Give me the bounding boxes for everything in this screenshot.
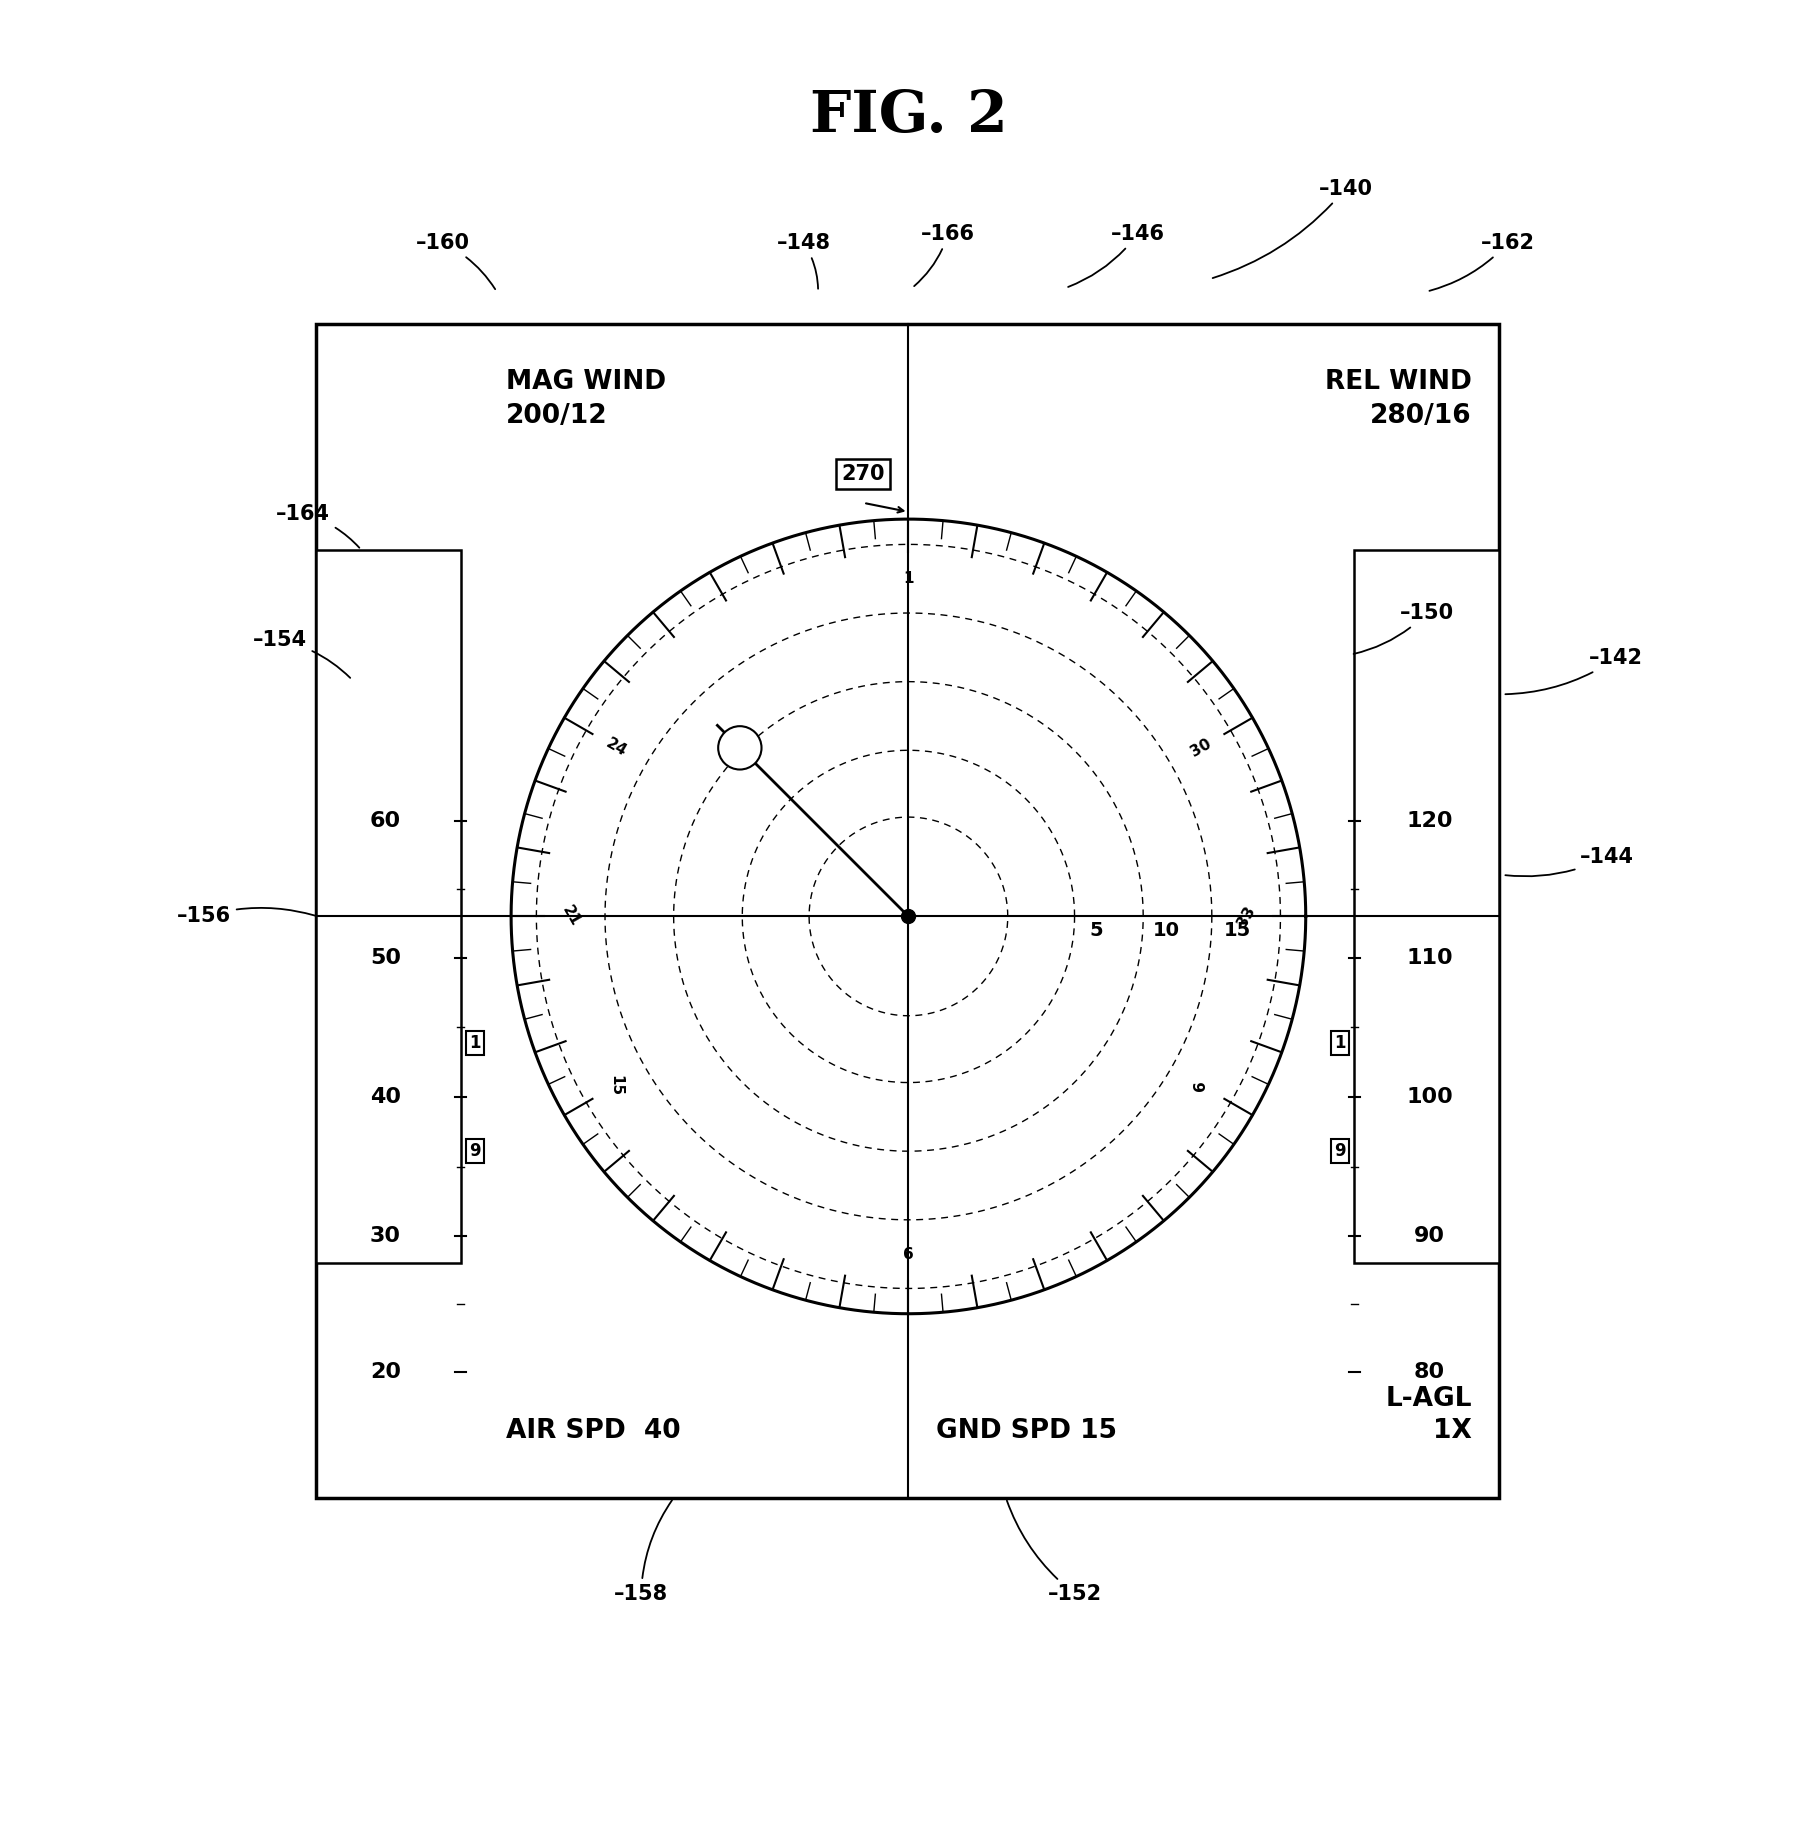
Text: 40: 40 <box>370 1088 401 1108</box>
Text: –146: –146 <box>1067 224 1164 286</box>
Text: –160: –160 <box>415 233 495 290</box>
Text: 30: 30 <box>370 1226 401 1246</box>
Text: 9: 9 <box>1334 1142 1345 1161</box>
Text: –148: –148 <box>776 233 830 288</box>
Text: 33: 33 <box>1233 904 1258 929</box>
Text: –140: –140 <box>1211 179 1372 279</box>
Circle shape <box>718 727 762 769</box>
Text: 1: 1 <box>1334 1033 1345 1051</box>
Text: –162: –162 <box>1428 233 1534 292</box>
Text: 5: 5 <box>1088 922 1103 940</box>
Text: 50: 50 <box>370 947 401 967</box>
Text: –156: –156 <box>177 906 316 926</box>
Text: 100: 100 <box>1406 1088 1453 1108</box>
Text: REL WIND
280/16: REL WIND 280/16 <box>1325 370 1471 430</box>
Text: –166: –166 <box>913 224 975 286</box>
Text: FIG. 2: FIG. 2 <box>809 87 1007 144</box>
Text: 270: 270 <box>841 465 884 485</box>
Text: 6: 6 <box>1193 1080 1208 1091</box>
Text: 9: 9 <box>469 1142 480 1161</box>
Text: 60: 60 <box>370 811 401 831</box>
Text: 110: 110 <box>1406 947 1453 967</box>
Text: 80: 80 <box>1413 1361 1444 1381</box>
Text: AIR SPD  40: AIR SPD 40 <box>505 1418 680 1443</box>
Text: 120: 120 <box>1406 811 1451 831</box>
Text: GND SPD 15: GND SPD 15 <box>935 1418 1115 1443</box>
Text: 24: 24 <box>603 736 628 760</box>
Bar <box>1354 550 1498 1263</box>
Text: 90: 90 <box>1413 1226 1444 1246</box>
Text: 21: 21 <box>558 904 583 929</box>
Bar <box>316 324 1498 1498</box>
Text: 6: 6 <box>902 1246 913 1261</box>
Text: MAG WIND
200/12: MAG WIND 200/12 <box>505 370 666 430</box>
Text: 10: 10 <box>1153 922 1179 940</box>
Text: 15: 15 <box>1222 922 1251 940</box>
Bar <box>316 550 460 1263</box>
Text: L-AGL
1X: L-AGL 1X <box>1384 1387 1471 1443</box>
Text: –152: –152 <box>1007 1501 1101 1603</box>
Text: –144: –144 <box>1505 847 1634 876</box>
Text: –142: –142 <box>1505 649 1643 694</box>
Text: 15: 15 <box>608 1075 623 1095</box>
Text: 1: 1 <box>902 570 913 587</box>
Text: –150: –150 <box>1354 603 1453 654</box>
Text: –164: –164 <box>276 503 359 548</box>
Text: –158: –158 <box>614 1500 671 1603</box>
Text: 30: 30 <box>1188 736 1213 760</box>
Text: 1: 1 <box>469 1033 480 1051</box>
Text: 20: 20 <box>370 1361 401 1381</box>
Text: –154: –154 <box>253 630 350 678</box>
